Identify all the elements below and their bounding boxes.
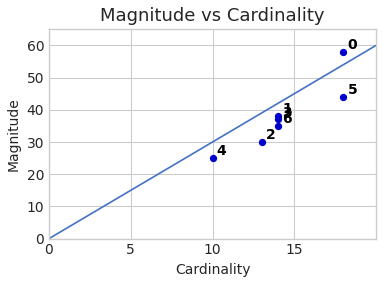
Point bbox=[259, 140, 265, 144]
Text: 6: 6 bbox=[282, 112, 292, 126]
Point bbox=[275, 117, 281, 122]
Y-axis label: Magnitude: Magnitude bbox=[7, 97, 21, 171]
Text: 4: 4 bbox=[217, 144, 226, 158]
Point bbox=[275, 114, 281, 118]
Text: 0: 0 bbox=[347, 38, 357, 52]
Point bbox=[210, 156, 216, 160]
X-axis label: Cardinality: Cardinality bbox=[175, 263, 250, 277]
Text: 5: 5 bbox=[347, 83, 357, 97]
Text: 2: 2 bbox=[266, 128, 275, 142]
Point bbox=[340, 49, 346, 54]
Title: Magnitude vs Cardinality: Magnitude vs Cardinality bbox=[100, 7, 325, 25]
Point bbox=[340, 95, 346, 99]
Text: 3: 3 bbox=[282, 106, 292, 120]
Text: 1: 1 bbox=[282, 103, 292, 116]
Point bbox=[275, 124, 281, 128]
